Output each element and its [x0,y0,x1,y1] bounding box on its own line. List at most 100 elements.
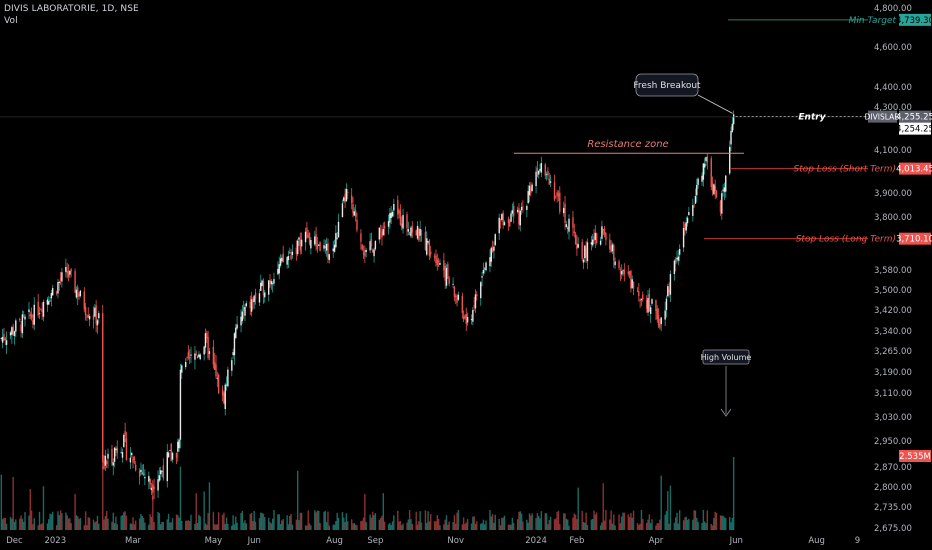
candle-body [318,244,320,246]
volume-bar [677,523,680,530]
volume-bar [269,521,271,530]
candle-body [181,365,183,373]
volume-bar [676,512,678,530]
candle-body [694,196,697,204]
candle-body [38,313,41,314]
candle-body [48,301,50,305]
volume-bar [631,517,633,530]
volume-bar [232,515,234,530]
candle-body [648,294,651,312]
volume-bar [307,510,309,530]
volume-bar [470,523,473,530]
volume-bar [223,512,225,530]
volume-bar [493,522,495,530]
candle-body [627,271,629,274]
volume-bar [318,510,320,530]
volume-bar [354,524,357,530]
volume-indicator-label[interactable]: Vol [4,16,18,26]
volume-bar [520,513,523,530]
volume-bar [308,523,311,530]
volume-bar [461,524,464,530]
volume-bar [67,518,70,530]
candle-body [327,243,329,259]
volume-bar [688,518,690,530]
volume-bar [481,523,483,530]
volume-bar [389,522,391,530]
candle-body [231,360,233,371]
candle-body [659,324,661,328]
volume-bar [507,524,510,530]
candle-body [427,241,429,243]
price-tick-label: 2,950.00 [874,437,912,447]
candle-body [67,271,70,277]
volume-bar [433,521,436,530]
time-tick-label: Feb [569,536,584,546]
volume-bar [271,518,274,530]
candle-body [677,256,680,261]
candle-body [171,452,174,460]
price-tick-label: 3,190.00 [874,368,912,378]
volume-bar [584,522,586,530]
volume-bar [134,520,137,530]
volume-bar [416,524,419,530]
candle-body [78,293,80,297]
price-tick-label: 3,265.00 [874,347,912,357]
volume-bar [199,516,201,530]
volume-bar [585,512,587,530]
volume-bar [719,515,722,530]
candle-body [315,234,317,247]
candle-body [511,210,514,214]
volume-bar [169,522,171,530]
candle-body [356,219,358,231]
price-tick-label: 3,420.00 [874,306,912,316]
candle-body [314,236,316,245]
volume-bar [98,523,100,530]
volume-bar [116,524,118,530]
candle-body [665,298,668,311]
candle-body [261,280,263,287]
volume-bar [158,513,161,530]
volume-bar [287,524,290,530]
volume-bar [61,513,63,530]
volume-bar [535,518,537,530]
volume-bar [693,510,695,530]
volume-bar [379,517,382,530]
candle-body [260,282,262,291]
candle-body [710,158,712,187]
volume-bar [113,523,116,530]
candle-body [212,346,215,365]
candle-body [401,223,403,227]
candle-body [232,352,234,356]
candle-body [536,168,539,176]
volume-bar [374,513,377,530]
candle-body [341,203,344,218]
volume-bar [350,519,353,530]
candle-body [215,364,217,377]
volume-bar [138,518,141,530]
volume-bar [315,512,317,530]
candle-body [723,187,726,192]
volume-bar [260,512,262,530]
volume-bar [231,525,233,530]
candle-body [250,299,253,312]
volume-bar [270,523,273,530]
candle-body [213,362,216,370]
candle-body [531,184,533,191]
candle-body [540,163,543,173]
volume-bar [1,519,4,530]
volume-bar [452,522,454,530]
price-tick-label: 3,110.00 [874,389,912,399]
candle-body [379,230,382,232]
candle-body [372,250,374,253]
volume-bar [472,516,474,530]
price-axis: 4,800.00 4,600.00 4,400.00 4,300.00 4,100.00… [874,4,912,534]
candle-body [584,245,586,259]
volume-bar [221,514,224,530]
candle-body [563,207,565,214]
candle-body [512,205,515,217]
candle-body [732,114,735,125]
volume-bar [175,514,178,530]
volume-bar [725,518,727,530]
candle-body [510,213,512,222]
